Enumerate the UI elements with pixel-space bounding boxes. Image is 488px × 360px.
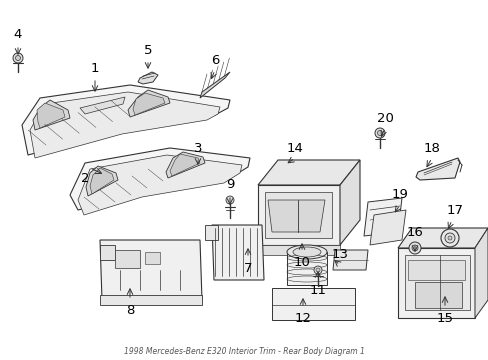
Polygon shape	[100, 240, 202, 300]
Polygon shape	[200, 72, 229, 98]
Text: 20: 20	[376, 112, 393, 125]
Polygon shape	[258, 185, 339, 245]
Text: 4: 4	[14, 28, 22, 41]
Polygon shape	[397, 248, 474, 318]
Polygon shape	[363, 198, 401, 236]
Polygon shape	[369, 210, 405, 245]
Text: 9: 9	[225, 179, 234, 192]
Polygon shape	[78, 155, 242, 215]
Polygon shape	[271, 288, 354, 320]
Polygon shape	[115, 250, 140, 268]
Polygon shape	[474, 228, 487, 318]
Circle shape	[374, 128, 384, 138]
Polygon shape	[138, 72, 158, 84]
Text: 12: 12	[294, 311, 311, 324]
Polygon shape	[37, 103, 65, 128]
Polygon shape	[404, 255, 469, 310]
Text: 3: 3	[193, 141, 202, 154]
Circle shape	[225, 196, 234, 204]
Text: 18: 18	[423, 141, 440, 154]
Text: 16: 16	[406, 226, 423, 239]
Text: 13: 13	[331, 248, 348, 261]
Polygon shape	[100, 245, 115, 260]
Polygon shape	[90, 168, 114, 194]
Polygon shape	[86, 166, 118, 196]
Circle shape	[313, 266, 321, 274]
Polygon shape	[332, 250, 367, 270]
Polygon shape	[70, 148, 249, 210]
Text: 2: 2	[81, 171, 89, 184]
Text: 14: 14	[286, 141, 303, 154]
Circle shape	[408, 242, 420, 254]
Polygon shape	[397, 228, 487, 248]
Text: 1998 Mercedes-Benz E320 Interior Trim - Rear Body Diagram 1: 1998 Mercedes-Benz E320 Interior Trim - …	[124, 347, 364, 356]
Ellipse shape	[292, 247, 320, 257]
Polygon shape	[212, 225, 264, 280]
Polygon shape	[258, 245, 339, 255]
Polygon shape	[128, 90, 170, 117]
Circle shape	[16, 55, 20, 60]
Polygon shape	[145, 252, 160, 264]
Polygon shape	[204, 225, 218, 240]
Text: 11: 11	[309, 284, 326, 297]
Polygon shape	[267, 200, 325, 232]
Polygon shape	[415, 158, 459, 180]
Text: 17: 17	[446, 203, 463, 216]
Polygon shape	[264, 192, 331, 238]
Text: 6: 6	[210, 54, 219, 67]
Polygon shape	[22, 85, 229, 155]
Polygon shape	[286, 252, 326, 285]
Text: 15: 15	[436, 311, 452, 324]
Circle shape	[447, 236, 451, 240]
Circle shape	[411, 245, 417, 251]
Circle shape	[13, 53, 23, 63]
Text: 7: 7	[243, 261, 252, 274]
Text: 10: 10	[293, 256, 310, 269]
Polygon shape	[80, 97, 125, 114]
Circle shape	[444, 233, 454, 243]
Circle shape	[377, 130, 382, 135]
Circle shape	[315, 268, 319, 272]
Text: 1: 1	[91, 62, 99, 75]
Polygon shape	[170, 154, 200, 176]
Polygon shape	[165, 152, 204, 178]
Polygon shape	[407, 260, 464, 280]
Polygon shape	[339, 160, 359, 245]
Polygon shape	[414, 282, 461, 308]
Ellipse shape	[286, 245, 326, 259]
Polygon shape	[133, 93, 164, 115]
Polygon shape	[33, 100, 70, 130]
Text: 8: 8	[125, 303, 134, 316]
Polygon shape	[100, 295, 202, 305]
Polygon shape	[258, 160, 359, 185]
Text: 19: 19	[391, 189, 407, 202]
Polygon shape	[30, 92, 220, 158]
Text: 5: 5	[143, 44, 152, 57]
